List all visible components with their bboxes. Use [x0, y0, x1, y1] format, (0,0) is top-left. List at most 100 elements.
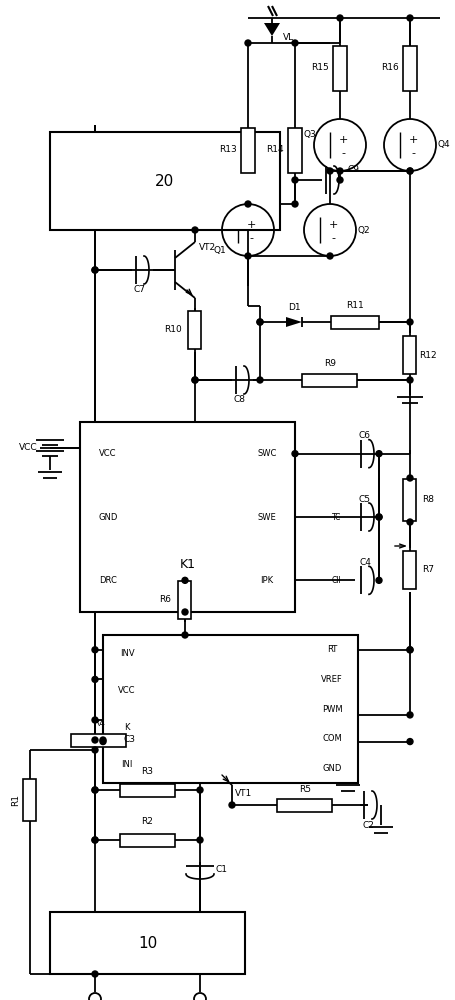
Circle shape — [406, 319, 412, 325]
Text: SWC: SWC — [257, 449, 276, 458]
Text: C1: C1 — [216, 865, 228, 874]
Circle shape — [406, 647, 412, 653]
Bar — [332, 45, 346, 91]
Circle shape — [336, 15, 342, 21]
Text: INI: INI — [121, 760, 132, 769]
Bar — [80, 422, 294, 612]
Text: 20: 20 — [155, 174, 174, 188]
Circle shape — [406, 519, 412, 525]
Bar — [50, 912, 244, 974]
Circle shape — [92, 971, 98, 977]
Circle shape — [192, 377, 197, 383]
Text: R13: R13 — [219, 145, 236, 154]
Text: C8: C8 — [233, 395, 245, 404]
Circle shape — [375, 451, 381, 457]
Text: VCC: VCC — [118, 686, 136, 695]
Circle shape — [182, 577, 187, 583]
Text: GND: GND — [98, 512, 117, 522]
Bar — [71, 734, 126, 746]
Text: R2: R2 — [141, 818, 153, 826]
Text: C2: C2 — [361, 820, 373, 830]
Circle shape — [406, 168, 412, 174]
Circle shape — [375, 514, 381, 520]
Text: Q4: Q4 — [437, 140, 450, 149]
Bar — [103, 635, 357, 783]
Text: VCC: VCC — [19, 444, 37, 452]
Circle shape — [100, 737, 106, 743]
Text: COM: COM — [321, 734, 341, 743]
Text: GND: GND — [322, 764, 341, 773]
Circle shape — [326, 253, 332, 259]
Bar — [120, 784, 175, 796]
Text: Q1: Q1 — [213, 245, 226, 254]
Circle shape — [291, 451, 298, 457]
Circle shape — [192, 227, 197, 233]
Text: K: K — [124, 723, 130, 732]
Text: R5: R5 — [298, 784, 310, 794]
Text: K1: K1 — [179, 558, 195, 571]
Circle shape — [92, 267, 98, 273]
Circle shape — [326, 168, 332, 174]
Text: RT: RT — [326, 645, 336, 654]
Text: R10: R10 — [164, 326, 182, 334]
Text: R7: R7 — [421, 566, 433, 574]
Text: -: - — [411, 148, 415, 158]
Circle shape — [92, 787, 98, 793]
Bar — [402, 45, 416, 91]
Text: +: + — [339, 135, 348, 145]
Text: C9: C9 — [347, 165, 359, 174]
Polygon shape — [263, 23, 279, 36]
Circle shape — [336, 177, 342, 183]
Circle shape — [92, 676, 98, 682]
Circle shape — [291, 40, 298, 46]
Circle shape — [336, 168, 342, 174]
Bar — [178, 581, 191, 619]
Bar — [403, 551, 415, 589]
Text: Q3: Q3 — [303, 130, 316, 139]
Bar — [330, 316, 378, 328]
Text: IPK: IPK — [260, 576, 273, 585]
Bar — [188, 311, 201, 349]
Text: 10: 10 — [137, 936, 157, 950]
Circle shape — [228, 802, 234, 808]
Text: INV: INV — [119, 649, 134, 658]
Circle shape — [100, 739, 106, 745]
Text: -: - — [341, 148, 345, 158]
Text: +: + — [247, 220, 256, 230]
Circle shape — [92, 737, 98, 743]
Circle shape — [257, 377, 263, 383]
Bar — [403, 479, 415, 521]
Text: C7: C7 — [134, 286, 146, 294]
Text: VREF: VREF — [320, 675, 342, 684]
Text: -: - — [249, 233, 253, 243]
Circle shape — [291, 201, 298, 207]
Circle shape — [406, 168, 412, 174]
Circle shape — [182, 609, 187, 615]
Circle shape — [92, 747, 98, 753]
Text: D1: D1 — [287, 304, 300, 312]
Text: VL: VL — [282, 33, 293, 42]
Text: PWM: PWM — [321, 704, 342, 714]
Circle shape — [406, 15, 412, 21]
Circle shape — [291, 177, 298, 183]
Text: R15: R15 — [310, 64, 328, 73]
Bar — [302, 373, 357, 386]
Circle shape — [244, 253, 250, 259]
Circle shape — [406, 712, 412, 718]
Circle shape — [257, 319, 263, 325]
Text: R8: R8 — [421, 495, 433, 504]
Circle shape — [92, 647, 98, 653]
Text: CII: CII — [331, 576, 341, 585]
Text: R1: R1 — [11, 794, 20, 806]
Text: TC: TC — [332, 512, 341, 522]
Circle shape — [406, 647, 412, 653]
Circle shape — [92, 267, 98, 273]
Circle shape — [244, 201, 250, 207]
Circle shape — [92, 717, 98, 723]
Circle shape — [244, 40, 250, 46]
Text: R11: R11 — [345, 302, 363, 310]
Text: Q2: Q2 — [357, 226, 369, 234]
Bar — [120, 834, 175, 846]
Text: VT1: VT1 — [235, 788, 252, 798]
Text: VT2: VT2 — [198, 243, 215, 252]
